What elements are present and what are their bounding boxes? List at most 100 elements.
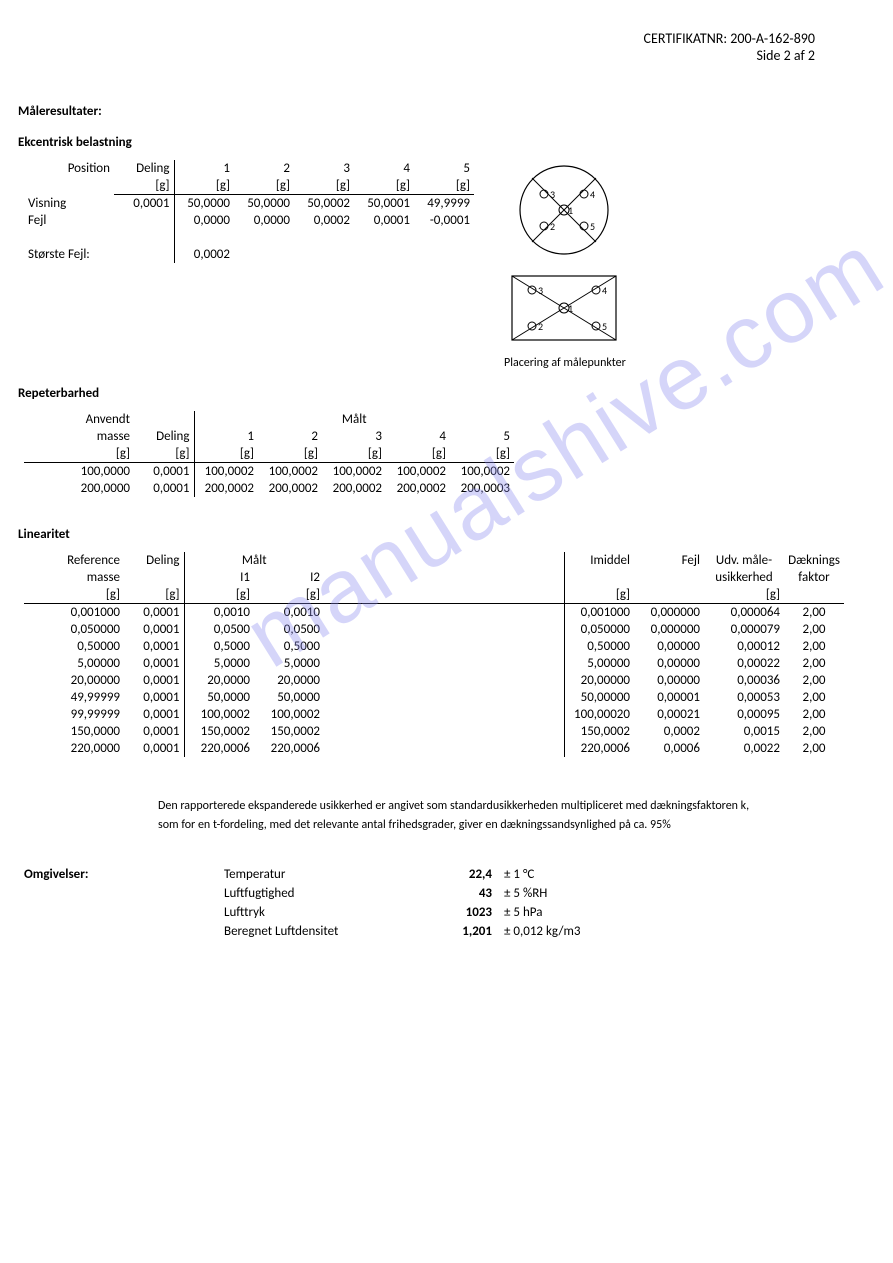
lin-fejl: 0,00001 — [634, 689, 704, 706]
page-header: CERTIFIKATNR: 200-A-162-890 Side 2 af 2 — [18, 30, 875, 64]
rep-unit: [g] — [258, 445, 322, 463]
env-tol: ± 0,012 kg/m3 — [498, 922, 586, 941]
hdr-reference: Reference — [24, 552, 124, 569]
lin-del: 0,0001 — [124, 638, 184, 655]
lin-del: 0,0001 — [124, 723, 184, 740]
cell: 50,0002 — [294, 195, 354, 213]
lin-i1: 0,0010 — [184, 604, 254, 622]
lin-fejl: 0,0006 — [634, 740, 704, 757]
repeat-table: Anvendt Målt masse Deling 1 2 3 4 5 [g] … — [24, 411, 514, 497]
lin-i1: 50,0000 — [184, 689, 254, 706]
lin-i1: 5,0000 — [184, 655, 254, 672]
svg-text:1: 1 — [568, 204, 573, 217]
hdr-i1: I1 — [184, 569, 254, 586]
ekc-col-5: 5 — [414, 160, 474, 177]
lin-ref: 220,0000 — [24, 740, 124, 757]
cell: 100,0002 — [258, 463, 322, 481]
lin-ref: 20,00000 — [24, 672, 124, 689]
cell: 100,0002 — [450, 463, 514, 481]
ekc-col-2: 2 — [234, 160, 294, 177]
lin-i2: 50,0000 — [254, 689, 324, 706]
rep-col: 2 — [258, 428, 322, 445]
ekc-unit: [g] — [414, 177, 474, 195]
svg-text:2: 2 — [538, 320, 543, 333]
rep-deling: 0,0001 — [134, 480, 194, 497]
lin-dk: 2,00 — [784, 604, 844, 622]
rep-col: 1 — [194, 428, 258, 445]
rep-col: 4 — [386, 428, 450, 445]
lin-ref: 0,001000 — [24, 604, 124, 622]
rep-col: 3 — [322, 428, 386, 445]
lin-i1: 100,0002 — [184, 706, 254, 723]
linearity-heading: Linearitet — [18, 527, 875, 542]
ekc-unit: [g] — [114, 177, 174, 195]
ekc-deling-val: 0,0001 — [114, 195, 174, 213]
lin-ref: 49,99999 — [24, 689, 124, 706]
rep-masse: 100,0000 — [24, 463, 134, 481]
lin-i2: 220,0006 — [254, 740, 324, 757]
lin-del: 0,0001 — [124, 689, 184, 706]
hdr-imiddel: Imiddel — [564, 552, 634, 569]
lin-imiddel: 20,00000 — [564, 672, 634, 689]
lin-imiddel: 0,001000 — [564, 604, 634, 622]
cell: 200,0002 — [194, 480, 258, 497]
svg-text:3: 3 — [538, 284, 543, 297]
env-tol: ± 5 hPa — [498, 903, 586, 922]
lin-dk: 2,00 — [784, 672, 844, 689]
lin-imiddel: 220,0006 — [564, 740, 634, 757]
ekc-col-3: 3 — [294, 160, 354, 177]
hdr-position: Position — [68, 161, 110, 176]
rect-position-icon: 1 2 3 4 5 — [504, 268, 624, 348]
lin-del: 0,0001 — [124, 621, 184, 638]
env-val: 22,4 — [438, 865, 498, 884]
lin-dk: 2,00 — [784, 740, 844, 757]
rep-unit: [g] — [386, 445, 450, 463]
cell: 0,0000 — [234, 212, 294, 229]
lin-i2: 0,0010 — [254, 604, 324, 622]
lin-usik: 0,000064 — [704, 604, 784, 622]
lin-dk: 2,00 — [784, 655, 844, 672]
environment-table: Omgivelser: Temperatur 22,4 ± 1 °C Luftf… — [18, 865, 586, 941]
hdr-masse: masse — [24, 569, 124, 586]
lin-del: 0,0001 — [124, 604, 184, 622]
env-tol: ± 5 %RH — [498, 884, 586, 903]
lin-usik: 0,00012 — [704, 638, 784, 655]
ekc-unit: [g] — [174, 177, 234, 195]
hdr-deling: Deling — [136, 161, 169, 176]
lin-del: 0,0001 — [124, 655, 184, 672]
rep-unit: [g] — [450, 445, 514, 463]
cell: 200,0003 — [450, 480, 514, 497]
lin-i2: 150,0002 — [254, 723, 324, 740]
lin-fejl: 0,000000 — [634, 604, 704, 622]
row-visning-label: Visning — [24, 195, 114, 213]
lin-dk: 2,00 — [784, 621, 844, 638]
env-name: Beregnet Luftdensitet — [218, 922, 438, 941]
hdr-dk1: Dæknings — [784, 552, 844, 569]
lin-fejl: 0,00000 — [634, 672, 704, 689]
ekc-col-4: 4 — [354, 160, 414, 177]
lin-ref: 99,99999 — [24, 706, 124, 723]
env-name: Temperatur — [218, 865, 438, 884]
lin-i1: 0,0500 — [184, 621, 254, 638]
cert-number: 200-A-162-890 — [730, 30, 815, 47]
env-val: 1023 — [438, 903, 498, 922]
lin-unit: [g] — [124, 586, 184, 604]
eccentric-table: Position Deling 1 2 3 4 5 [g] [g] [g] [g… — [24, 160, 474, 263]
svg-text:2: 2 — [550, 220, 555, 233]
row-fejl-label: Fejl — [24, 212, 114, 229]
lin-fejl: 0,0002 — [634, 723, 704, 740]
env-tol: ± 1 °C — [498, 865, 586, 884]
lin-dk: 2,00 — [784, 689, 844, 706]
hdr-usik2: usikkerhed — [704, 569, 784, 586]
rep-masse: 200,0000 — [24, 480, 134, 497]
env-heading: Omgivelser: — [18, 865, 218, 941]
circle-position-icon: 1 2 3 4 5 — [504, 160, 624, 260]
hdr-usik1: Udv. måle- — [704, 552, 784, 569]
lin-fejl: 0,00000 — [634, 655, 704, 672]
lin-usik: 0,0022 — [704, 740, 784, 757]
lin-i2: 20,0000 — [254, 672, 324, 689]
hdr-deling: Deling — [134, 428, 194, 445]
lin-unit: [g] — [564, 586, 634, 604]
hdr-malt: Målt — [194, 411, 514, 428]
svg-text:3: 3 — [550, 188, 555, 201]
